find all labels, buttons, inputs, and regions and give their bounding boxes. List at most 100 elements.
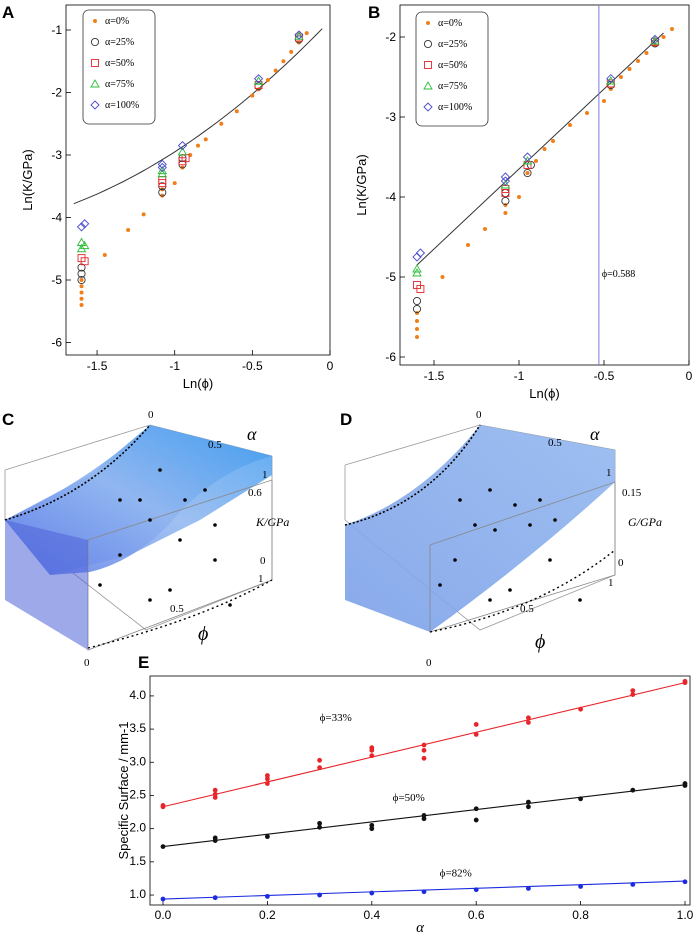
- x-tick-label-e: 0.8: [572, 908, 589, 922]
- data-point-e: [578, 884, 583, 889]
- surface-edge-dots: [4, 424, 151, 521]
- data-point-e: [526, 715, 531, 721]
- surface-g: [345, 425, 615, 632]
- theory-curve: [73, 28, 323, 205]
- data-point: [289, 49, 294, 54]
- x-tick-label-e: 0.6: [468, 908, 485, 922]
- c-z-tick-top: 0.6: [248, 487, 262, 499]
- c-phi-tick-05: 0.5: [170, 603, 184, 615]
- data-point-e: [317, 757, 322, 763]
- series-label-e: ϕ=50%: [393, 792, 425, 804]
- y-tick-label-e: 3.0: [129, 754, 146, 768]
- data-point: [503, 211, 508, 215]
- y-tick-label-e: 2.5: [129, 787, 146, 801]
- x-tick-label: -1.5: [424, 369, 445, 383]
- legend-marker: [90, 100, 100, 110]
- y-tick-label: -5: [51, 273, 62, 287]
- data-point-e: [630, 787, 636, 793]
- data-point: [522, 152, 533, 162]
- data-point-e: [682, 879, 688, 885]
- data-point-e: [265, 776, 270, 782]
- y-tick-label-e: 4.0: [129, 688, 146, 702]
- y-tick-label: -4: [385, 190, 396, 204]
- x-tick-label: -1.5: [87, 359, 108, 373]
- d-phi-tick-1: 1: [608, 577, 614, 589]
- data-point-e: [473, 817, 479, 823]
- y-axis-label: Ln(K/GPa): [354, 154, 369, 215]
- data-point: [670, 27, 674, 31]
- legend-label: α=25%: [438, 39, 467, 50]
- c-alpha-tick-1: 0.5: [208, 439, 222, 451]
- plot-frame: [65, 4, 331, 356]
- data-point: [416, 285, 425, 293]
- y-tick-label: -5: [385, 270, 396, 284]
- data-point: [585, 111, 589, 115]
- data-point: [534, 159, 538, 163]
- y-tick-label: -3: [385, 110, 396, 124]
- y-tick-label: -6: [385, 350, 396, 364]
- series-e-0: [160, 678, 688, 810]
- data-point: [501, 189, 510, 197]
- data-point-e: [421, 755, 427, 761]
- x-tick-label-e: 0.2: [259, 908, 276, 922]
- legend-marker: [423, 81, 433, 90]
- d-alpha-label: α: [590, 424, 600, 444]
- c-alpha-tick-2: 1: [262, 469, 268, 481]
- data-point: [296, 40, 301, 45]
- legend-marker: [423, 39, 433, 49]
- data-point: [157, 159, 167, 170]
- data-point-e: [265, 834, 270, 840]
- data-point-e: [630, 882, 636, 887]
- box-frame-front-d: [429, 481, 616, 633]
- data-point: [412, 268, 422, 277]
- data-point: [483, 227, 487, 231]
- chart-d: 0 0.5 1 α 0.15 0 G/GPa 1 0.5 0 ϕ: [344, 409, 662, 669]
- data-point: [551, 139, 555, 143]
- data-point: [79, 284, 84, 289]
- c-phi-label: ϕ: [198, 623, 208, 645]
- d-phi-tick-05: 0.5: [520, 603, 534, 615]
- data-point: [542, 147, 547, 151]
- data-point: [273, 68, 278, 73]
- data-point: [415, 248, 426, 258]
- data-point-e: [473, 887, 479, 893]
- data-point-e: [421, 816, 427, 822]
- d-z-label: G/GPa: [628, 515, 662, 529]
- data-point: [294, 30, 304, 40]
- chart-b: -1.5 -1 -0.5 0 -2 -3 -4 -5 -6 Ln(ϕ) Ln(K/GPa) ϕ=0.5…: [354, 4, 693, 401]
- y-tick-label-e: 2.0: [129, 821, 146, 835]
- data-point: [172, 181, 177, 186]
- x-tick-label: -1: [169, 359, 180, 373]
- data-point-e: [317, 820, 322, 826]
- data-point-e: [317, 892, 322, 898]
- plot-frame: [399, 4, 690, 366]
- y-tick-label-e: 1.5: [129, 854, 146, 868]
- series-square: [77, 33, 303, 266]
- y-tick-label: -4: [51, 211, 62, 225]
- data-point: [627, 67, 632, 71]
- d-phi-label: ϕ: [535, 631, 545, 653]
- data-point-e: [578, 706, 583, 712]
- surface-d-points: [438, 488, 582, 602]
- panel-label-b: B: [368, 3, 380, 22]
- y-tick-label: -6: [51, 336, 62, 350]
- legend-label: α=100%: [105, 100, 139, 111]
- panel-label-d: D: [340, 410, 352, 429]
- data-point: [651, 37, 659, 46]
- x-tick-label: -0.5: [594, 369, 615, 383]
- data-point: [77, 269, 86, 278]
- data-point: [644, 51, 649, 55]
- data-point: [602, 99, 606, 103]
- y-tick-label-e: 1.0: [129, 887, 146, 901]
- panel-label-e: E: [138, 653, 149, 672]
- series-e-2: [160, 879, 688, 902]
- data-point: [102, 253, 107, 257]
- data-point-e: [473, 722, 479, 727]
- data-point: [661, 35, 666, 39]
- data-point-e: [160, 803, 166, 808]
- y-tick-label: -2: [385, 30, 396, 44]
- legend-label: α=75%: [105, 79, 134, 90]
- x-tick-label: 0: [686, 369, 693, 383]
- d-alpha-tick-1: 0.5: [548, 437, 562, 449]
